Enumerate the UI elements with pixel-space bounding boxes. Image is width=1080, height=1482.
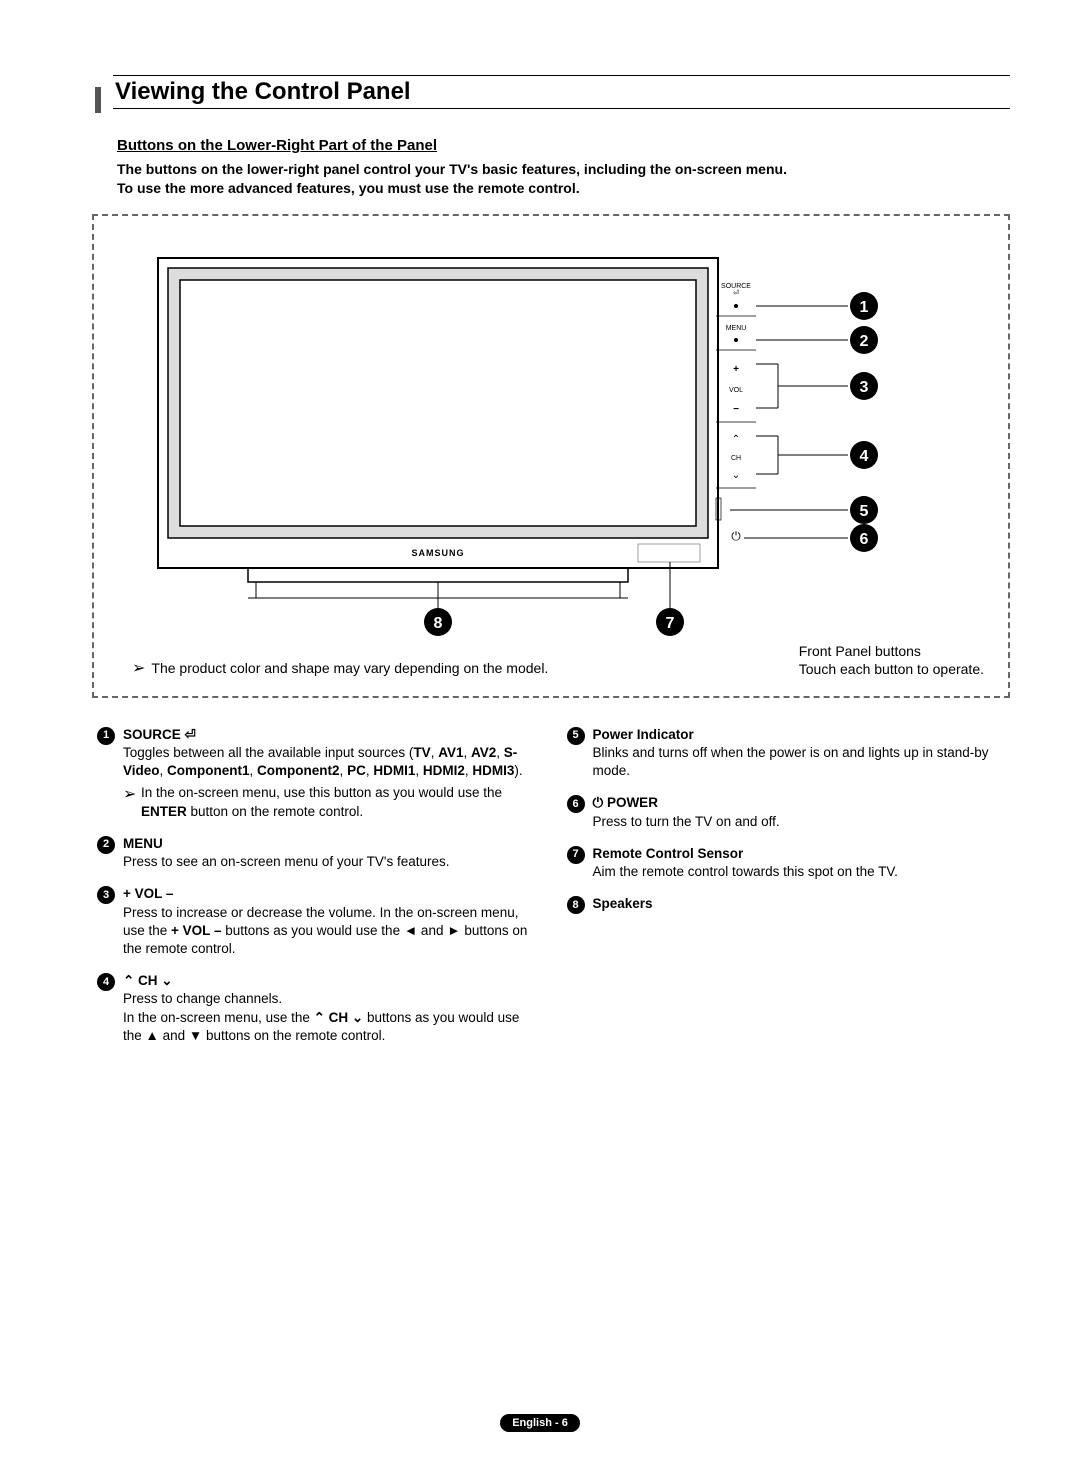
callout-8: 8 — [424, 608, 452, 636]
item-number: 1 — [97, 727, 115, 745]
title-accent-bar — [95, 87, 101, 113]
tv-diagram: SAMSUNG SOURCE ⏎ MENU + VOL − ⌃ — [108, 238, 988, 638]
item-note: In the on-screen menu, use this button a… — [141, 784, 541, 820]
item-body: Power Indicator Blinks and turns off when… — [593, 726, 1011, 781]
svg-text:6: 6 — [860, 531, 869, 548]
diagram-caption-left: The product color and shape may vary dep… — [151, 660, 548, 676]
item-text: Toggles between all the available input … — [123, 745, 523, 778]
svg-text:1: 1 — [860, 299, 869, 316]
callout-4: 4 — [850, 441, 878, 469]
svg-text:4: 4 — [860, 448, 869, 465]
description-item: 2 MENU Press to see an on-screen menu of y… — [97, 835, 541, 871]
item-text: Aim the remote control towards this spot… — [593, 864, 898, 879]
title-container: Viewing the Control Panel — [113, 75, 1010, 109]
item-number: 5 — [567, 727, 585, 745]
panel-label-menu: MENU — [726, 325, 747, 332]
item-title: + VOL – — [123, 886, 173, 901]
item-number: 2 — [97, 836, 115, 854]
callout-1: 1 — [850, 292, 878, 320]
diagram-caption-right-1: Front Panel buttons — [799, 643, 921, 659]
item-text: Press to change channels.In the on-scree… — [123, 991, 519, 1042]
panel-label-vol: VOL — [729, 387, 743, 394]
right-column: 5 Power Indicator Blinks and turns off whe… — [567, 726, 1011, 1059]
item-text: Press to increase or decrease the volume… — [123, 905, 527, 956]
svg-text:7: 7 — [666, 615, 675, 632]
item-body: + VOL – Press to increase or decrease the… — [123, 885, 541, 958]
callout-6: 6 — [850, 524, 878, 552]
pointer-icon: ➢ — [123, 784, 141, 820]
item-title: MENU — [123, 836, 163, 851]
item-body: ⌃ CH ⌄ Press to change channels.In the on… — [123, 972, 541, 1045]
item-body: Speakers — [593, 895, 1011, 914]
svg-text:5: 5 — [860, 503, 869, 520]
pointer-icon: ➢ — [132, 658, 145, 678]
item-text: Blinks and turns off when the power is o… — [593, 745, 989, 778]
description-item: 5 Power Indicator Blinks and turns off whe… — [567, 726, 1011, 781]
item-title: Remote Control Sensor — [593, 846, 744, 861]
description-item: 8 Speakers — [567, 895, 1011, 914]
item-number: 3 — [97, 886, 115, 904]
svg-text:2: 2 — [860, 333, 869, 350]
panel-label-ch: CH — [731, 455, 741, 462]
item-body: SOURCE ⏎ Toggles between all the availabl… — [123, 726, 541, 821]
item-number: 8 — [567, 896, 585, 914]
svg-text:⌃: ⌃ — [732, 434, 740, 445]
brand-label: SAMSUNG — [411, 548, 464, 558]
item-body: ⏻ POWER Press to turn the TV on and off. — [593, 794, 1011, 830]
intro-text: The buttons on the lower-right panel con… — [117, 160, 1010, 198]
item-title: SOURCE ⏎ — [123, 727, 196, 742]
footer-label: English - 6 — [500, 1414, 580, 1432]
svg-text:−: − — [733, 404, 739, 415]
item-number: 4 — [97, 973, 115, 991]
svg-text:⏻: ⏻ — [731, 529, 741, 543]
description-item: 4 ⌃ CH ⌄ Press to change channels.In the o… — [97, 972, 541, 1045]
item-body: MENU Press to see an on-screen menu of yo… — [123, 835, 541, 871]
description-item: 7 Remote Control Sensor Aim the remote con… — [567, 845, 1011, 881]
description-item: 1 SOURCE ⏎ Toggles between all the availab… — [97, 726, 541, 821]
section-subtitle: Buttons on the Lower-Right Part of the P… — [117, 137, 1010, 154]
item-body: Remote Control Sensor Aim the remote cont… — [593, 845, 1011, 881]
svg-text:+: + — [733, 364, 739, 375]
page-footer: English - 6 — [0, 1413, 1080, 1432]
item-number: 7 — [567, 846, 585, 864]
item-number: 6 — [567, 795, 585, 813]
svg-text:⏎: ⏎ — [733, 289, 739, 297]
callout-3: 3 — [850, 372, 878, 400]
left-column: 1 SOURCE ⏎ Toggles between all the availab… — [97, 726, 541, 1059]
diagram-container: SAMSUNG SOURCE ⏎ MENU + VOL − ⌃ — [92, 214, 1010, 698]
item-text: Press to turn the TV on and off. — [593, 814, 780, 829]
item-title: Speakers — [593, 896, 653, 911]
callout-5: 5 — [850, 496, 878, 524]
svg-text:8: 8 — [434, 615, 443, 632]
callout-2: 2 — [850, 326, 878, 354]
intro-line-1: The buttons on the lower-right panel con… — [117, 161, 787, 177]
panel-label-source: SOURCE — [721, 283, 751, 290]
description-columns: 1 SOURCE ⏎ Toggles between all the availab… — [97, 726, 1010, 1059]
description-item: 3 + VOL – Press to increase or decrease th… — [97, 885, 541, 958]
svg-text:3: 3 — [860, 379, 869, 396]
item-title: Power Indicator — [593, 727, 694, 742]
page-title: Viewing the Control Panel — [113, 78, 1010, 106]
item-title: ⏻ POWER — [593, 795, 658, 810]
description-item: 6 ⏻ POWER Press to turn the TV on and off. — [567, 794, 1011, 830]
item-text: Press to see an on-screen menu of your T… — [123, 854, 450, 869]
diagram-caption-right-2: Touch each button to operate. — [799, 661, 984, 677]
item-title: ⌃ CH ⌄ — [123, 973, 173, 988]
callout-7: 7 — [656, 608, 684, 636]
svg-text:⌄: ⌄ — [732, 470, 740, 481]
intro-line-2: To use the more advanced features, you m… — [117, 180, 580, 196]
